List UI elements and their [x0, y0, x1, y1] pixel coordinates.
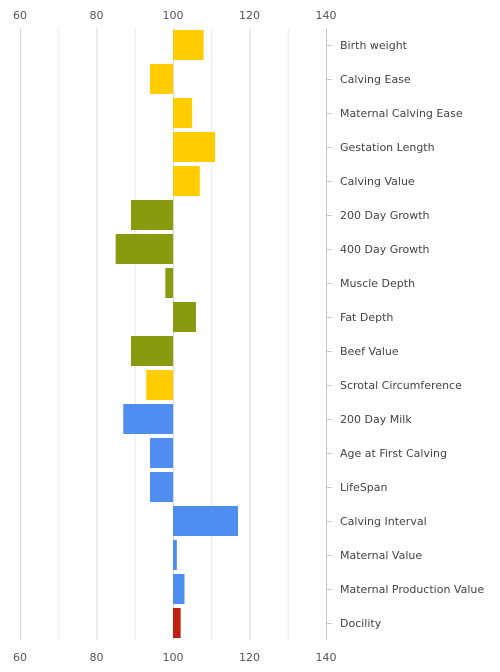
category-label: Calving Ease: [340, 73, 411, 86]
category-label: Fat Depth: [340, 311, 393, 324]
category-label: Scrotal Circumference: [340, 379, 462, 392]
top-tick-label-120: 120: [239, 9, 260, 22]
bottom-tick-label-140: 140: [316, 651, 337, 664]
category-label: Age at First Calving: [340, 447, 447, 460]
category-label: Muscle Depth: [340, 277, 415, 290]
bar-scrotal-circumference: [146, 370, 173, 400]
bar-maternal-production-value: [173, 574, 185, 604]
bar-birth-weight: [173, 30, 204, 60]
top-axis-tick-labels: 60 80 100 120 140: [13, 9, 337, 22]
bar-fat-depth: [173, 302, 196, 332]
bar-400-day-growth: [115, 234, 173, 264]
category-label: Maternal Value: [340, 549, 422, 562]
category-label: Maternal Production Value: [340, 583, 484, 596]
bar-maternal-calving-ease: [173, 98, 193, 128]
top-tick-label-140: 140: [316, 9, 337, 22]
bar-docility: [173, 608, 181, 638]
top-tick-label-60: 60: [13, 9, 27, 22]
category-label: LifeSpan: [340, 481, 388, 494]
bar-muscle-depth: [165, 268, 173, 298]
category-label: Maternal Calving Ease: [340, 107, 463, 120]
bar-calving-value: [173, 166, 200, 196]
bar-calving-interval: [173, 506, 239, 536]
bar-age-at-first-calving: [150, 438, 173, 468]
bar-lifespan: [150, 472, 173, 502]
bar-beef-value: [130, 336, 173, 366]
top-tick-label-80: 80: [90, 9, 104, 22]
bottom-tick-label-80: 80: [90, 651, 104, 664]
bar-200-day-growth: [130, 200, 173, 230]
bottom-tick-label-60: 60: [13, 651, 27, 664]
category-label: Beef Value: [340, 345, 399, 358]
category-labels: Birth weight Calving Ease Maternal Calving…: [326, 39, 484, 630]
bar-calving-ease: [150, 64, 173, 94]
category-label: Calving Interval: [340, 515, 427, 528]
category-label: Docility: [340, 617, 382, 630]
category-label: Gestation Length: [340, 141, 435, 154]
bars: [115, 30, 239, 638]
bottom-tick-label-100: 100: [163, 651, 184, 664]
top-tick-label-100: 100: [163, 9, 184, 22]
bottom-axis-tick-labels: 60 80 100 120 140: [13, 651, 337, 664]
bar-200-day-milk: [123, 404, 173, 434]
category-label: 200 Day Milk: [340, 413, 412, 426]
bar-gestation-length: [173, 132, 216, 162]
category-label: Calving Value: [340, 175, 415, 188]
category-label: Birth weight: [340, 39, 408, 52]
category-label: 200 Day Growth: [340, 209, 430, 222]
category-label: 400 Day Growth: [340, 243, 430, 256]
bar-maternal-value: [173, 540, 177, 570]
bottom-tick-label-120: 120: [239, 651, 260, 664]
